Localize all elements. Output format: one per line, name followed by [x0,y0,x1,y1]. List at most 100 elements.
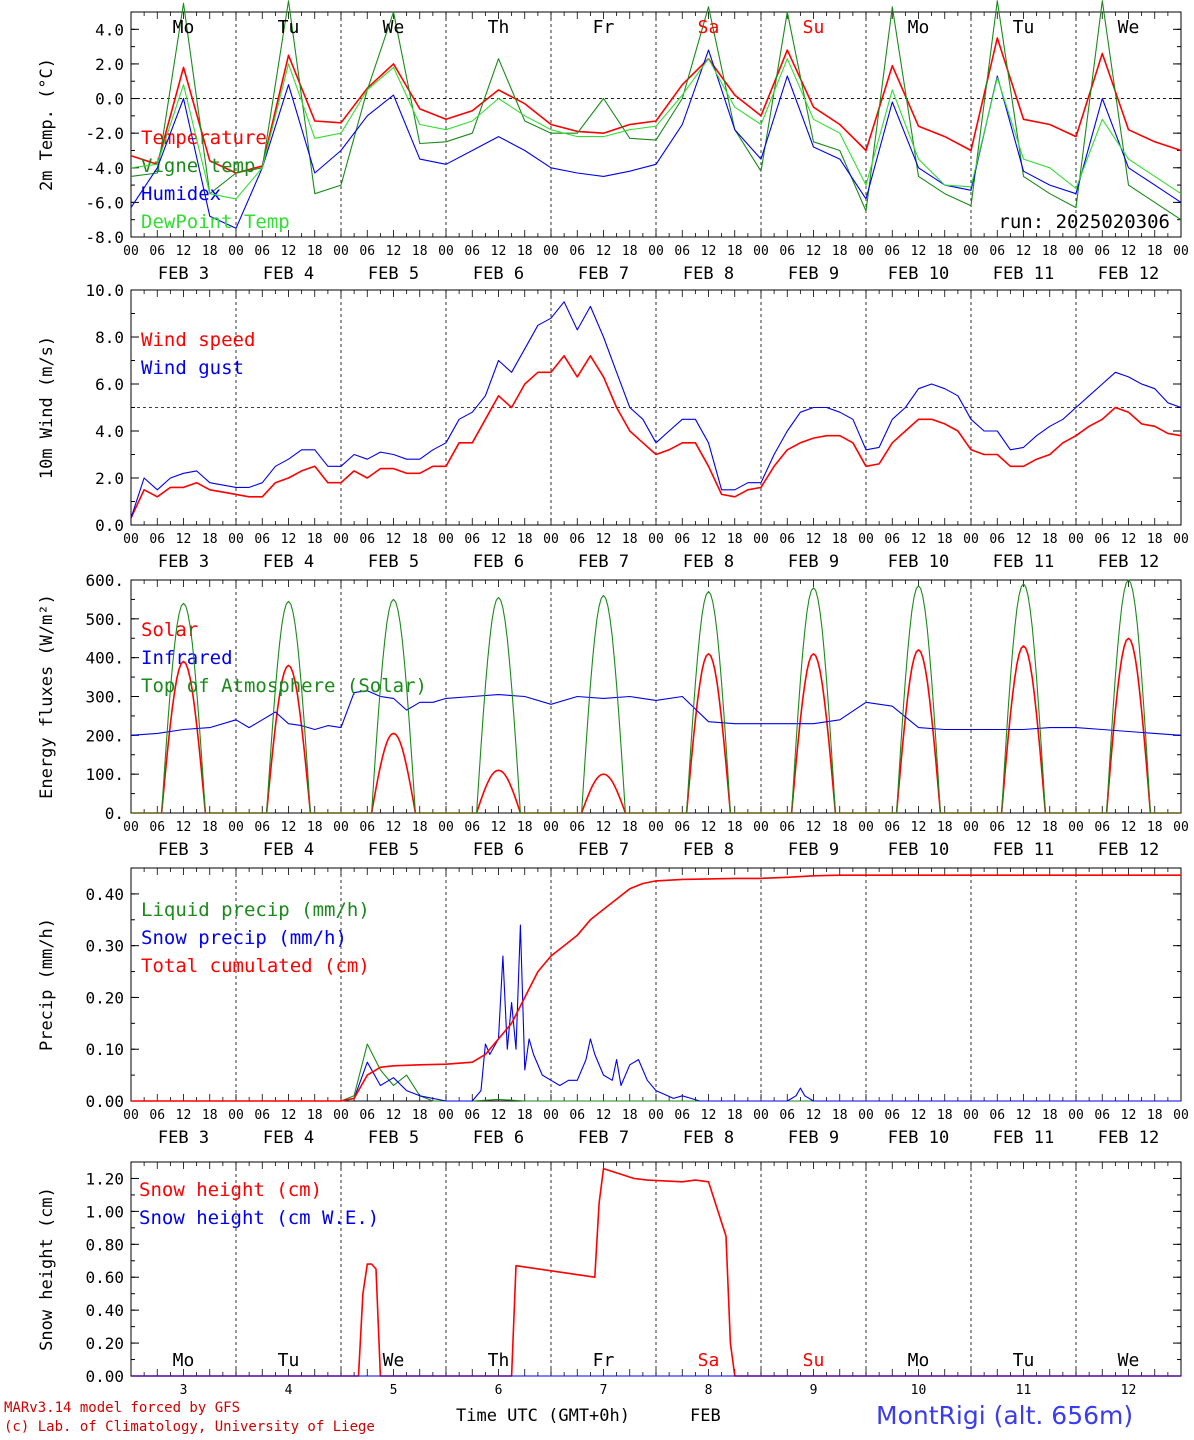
x-date-label: FEB 8 [683,1128,734,1148]
panel-frame [130,11,1182,238]
legend-entry: Solar [141,619,198,641]
x-hour-label: 00 [648,820,664,835]
x-hour-label: 00 [543,244,559,259]
x-date-label: FEB 10 [888,1128,949,1148]
panel-2: 0.0 2.0 4.0 6.0 8.0 10.0 10m Wind (m/s) 00 06 12 1… [37,281,1189,572]
x-hour-label: 00 [123,244,139,259]
x-date-label: FEB 11 [993,264,1054,284]
x-date-label: FEB 8 [683,264,734,284]
x-hour-label: 00 [963,244,979,259]
y-tick-label: -6.0 [85,193,124,212]
y-tick-label: 0.60 [85,1268,124,1287]
x-date-label: FEB 12 [1098,840,1159,860]
x-date-label: FEB 7 [578,264,629,284]
x-date-label: FEB 4 [263,840,314,860]
x-hour-label: 06 [569,1108,585,1123]
x-date-label: FEB 4 [263,552,314,572]
x-hour-label: 12 [911,532,927,547]
x-hour-label: 06 [254,820,270,835]
x-hour-label: 06 [359,532,375,547]
x-day-number: 6 [495,1383,503,1398]
station-label: MontRigi (alt. 656m) [876,1401,1134,1430]
y-tick-label: 0.00 [85,1092,124,1111]
x-hour-label: 18 [727,1108,743,1123]
weekday-label: Su [803,17,825,38]
x-hour-label: 12 [806,244,822,259]
weekday-label: We [1118,17,1140,38]
weekday-label: Mo [908,17,930,38]
x-day-number: 5 [390,1383,398,1398]
x-hour-label: 00 [438,820,454,835]
x-date-label: FEB 6 [473,840,524,860]
y-axis-label: 10m Wind (m/s) [37,336,57,479]
x-date-label: FEB 11 [993,1128,1054,1148]
x-date-label: FEB 9 [788,840,839,860]
x-hour-label: 12 [911,820,927,835]
x-date-label: FEB 5 [368,552,419,572]
x-day-number: 3 [180,1383,188,1398]
x-hour-label: 06 [989,820,1005,835]
x-hour-label: 00 [1068,1108,1084,1123]
x-hour-label: 06 [884,820,900,835]
x-hour-label: 00 [543,1108,559,1123]
y-tick-label: 4.0 [95,20,124,39]
x-hour-label: 12 [701,820,717,835]
y-tick-label: 200. [85,726,124,745]
y-tick-label: 0. [105,804,124,823]
weekday-label: Fr [593,17,615,38]
x-hour-label: 12 [596,244,612,259]
x-hour-label: 00 [333,532,349,547]
x-hour-label: 18 [517,820,533,835]
y-tick-label: 300. [85,688,124,707]
weekday-label: Tu [1013,1350,1035,1371]
x-date-label: FEB 3 [158,1128,209,1148]
x-hour-label: 12 [281,532,297,547]
y-tick-label: 0.10 [85,1040,124,1059]
x-hour-label: 06 [674,820,690,835]
legend-entry: Snow height (cm W.E.) [139,1207,379,1229]
x-axis-label: Time UTC (GMT+0h) [456,1406,630,1426]
x-hour-label: 18 [307,532,323,547]
x-hour-label: 00 [858,1108,874,1123]
x-hour-label: 18 [937,244,953,259]
x-hour-label: 18 [202,1108,218,1123]
x-hour-label: 00 [648,532,664,547]
y-tick-label: 0.30 [85,937,124,956]
x-hour-label: 18 [727,820,743,835]
x-hour-label: 00 [543,820,559,835]
x-hour-label: 12 [281,1108,297,1123]
y-tick-label: 100. [85,765,124,784]
x-hour-label: 00 [228,244,244,259]
x-hour-label: 12 [1016,1108,1032,1123]
x-hour-label: 00 [543,532,559,547]
series-line-blue [131,924,1181,1102]
weekday-label: Tu [278,1350,300,1371]
x-hour-label: 18 [1147,532,1163,547]
y-tick-label: -4.0 [85,159,124,178]
x-hour-label: 12 [911,1108,927,1123]
x-hour-label: 12 [701,244,717,259]
x-hour-label: 12 [1121,532,1137,547]
y-axis-label: 2m Temp. (°C) [37,58,57,191]
x-hour-label: 00 [753,1108,769,1123]
x-hour-label: 12 [386,532,402,547]
series-line-blue [130,301,1182,519]
x-date-label: FEB 12 [1098,264,1159,284]
x-hour-label: 06 [464,820,480,835]
panel-5: 0.00 0.20 0.40 0.60 0.80 1.00 1.20 Snow height … [37,1161,1182,1398]
x-hour-label: 18 [202,820,218,835]
x-hour-label: 12 [1121,244,1137,259]
series-line-lightgreen [130,58,1182,200]
x-date-label: FEB 10 [888,264,949,284]
x-hour-label: 00 [123,1108,139,1123]
x-date-label: FEB 7 [578,840,629,860]
x-date-label: FEB 10 [888,840,949,860]
x-hour-label: 00 [1068,532,1084,547]
x-hour-label: 00 [438,244,454,259]
x-hour-label: 00 [753,532,769,547]
x-hour-label: 12 [911,244,927,259]
legend-entry: Total cumulated (cm) [141,955,370,977]
legend-entry: DewPoint Temp [141,211,290,233]
footer-line2: (c) Lab. of Climatology, University of L… [4,1419,375,1435]
